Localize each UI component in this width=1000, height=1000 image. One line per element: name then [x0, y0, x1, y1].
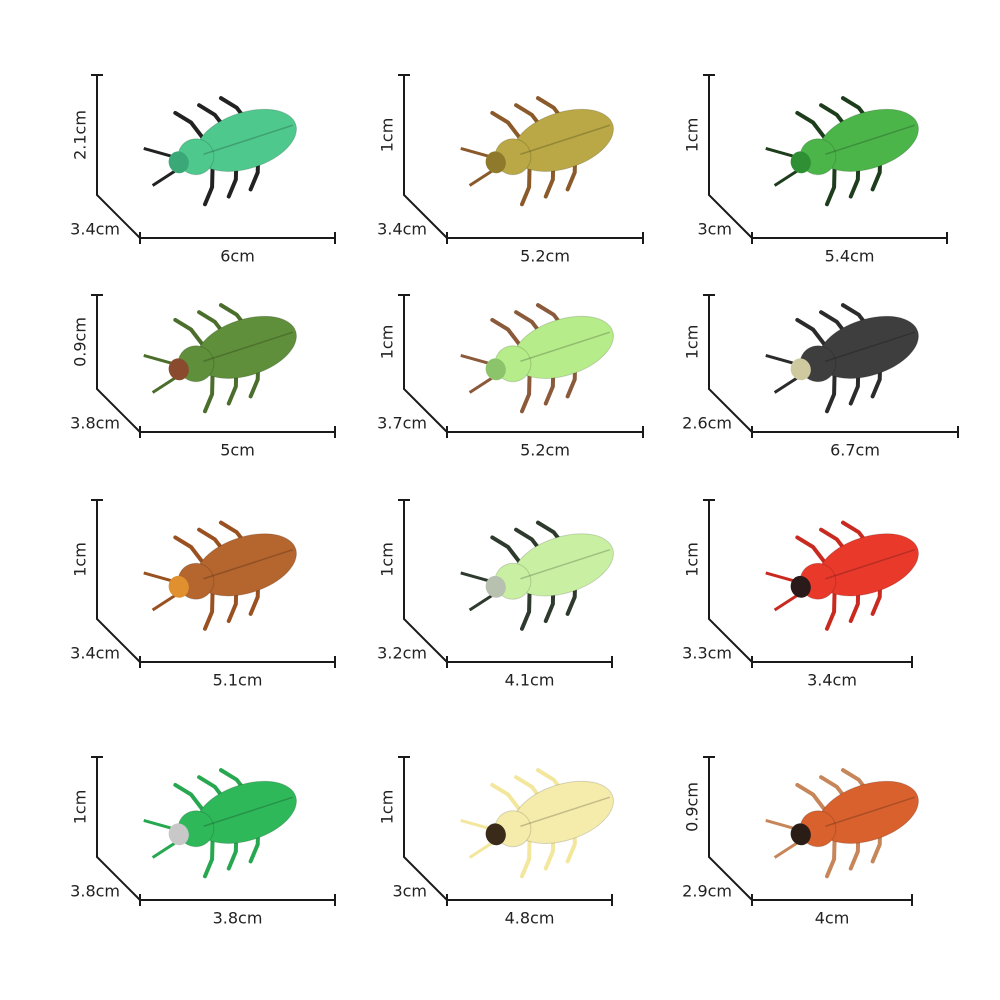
- depth-label: 3.4cm: [70, 644, 120, 663]
- beetle-seam: [520, 331, 611, 362]
- beetle: [460, 96, 614, 207]
- height-label: 1cm: [683, 118, 702, 153]
- width-label: 5.2cm: [520, 247, 570, 266]
- dimension-lines: [703, 74, 948, 244]
- height-label: 1cm: [378, 790, 397, 825]
- product-item: 1cm 3cm 5.4cm: [683, 74, 948, 266]
- dimension-lines: [91, 499, 336, 668]
- beetle-head: [168, 358, 189, 381]
- depth-label: 3.7cm: [377, 414, 427, 433]
- width-label: 5cm: [220, 441, 255, 460]
- beetle-head: [485, 358, 506, 381]
- depth-label: 3.4cm: [70, 220, 120, 239]
- dimension-lines: [91, 756, 336, 906]
- depth-label: 3.4cm: [377, 220, 427, 239]
- width-label: 5.1cm: [213, 671, 263, 690]
- width-label: 4.1cm: [505, 671, 555, 690]
- beetle: [143, 520, 297, 631]
- beetle: [143, 303, 297, 414]
- beetle-seam: [520, 549, 611, 580]
- beetle: [143, 96, 297, 207]
- height-label: 1cm: [683, 542, 702, 577]
- dimension-lines: [398, 294, 644, 438]
- dimension-lines: [91, 74, 336, 244]
- depth-label: 2.6cm: [682, 414, 732, 433]
- product-item: 1cm 3.7cm 5.2cm: [377, 294, 644, 460]
- width-label: 4cm: [815, 909, 850, 928]
- beetle-head: [485, 575, 506, 598]
- depth-label: 3.2cm: [377, 644, 427, 663]
- beetle: [765, 303, 919, 414]
- beetle: [143, 768, 297, 879]
- product-item: 1cm 3.8cm 3.8cm: [70, 756, 336, 928]
- width-label: 5.4cm: [825, 247, 875, 266]
- width-label: 4.8cm: [505, 909, 555, 928]
- beetle-head: [168, 823, 189, 846]
- height-label: 0.9cm: [71, 317, 90, 367]
- beetle-head: [790, 823, 811, 846]
- beetle-seam: [203, 124, 294, 155]
- beetle-seam: [825, 796, 916, 827]
- beetle-seam: [203, 796, 294, 827]
- width-label: 5.2cm: [520, 441, 570, 460]
- height-label: 1cm: [683, 325, 702, 360]
- beetle-seam: [520, 124, 611, 155]
- height-label: 1cm: [71, 790, 90, 825]
- beetle-seam: [203, 549, 294, 580]
- width-label: 6cm: [220, 247, 255, 266]
- beetle: [460, 303, 614, 414]
- beetle: [460, 520, 614, 631]
- dimension-lines: [398, 499, 613, 668]
- beetle-head: [485, 823, 506, 846]
- product-item: 0.9cm 2.9cm 4cm: [682, 756, 919, 928]
- beetle-seam: [825, 124, 916, 155]
- product-item: 1cm 3.4cm 5.2cm: [377, 74, 644, 266]
- beetle: [765, 768, 919, 879]
- height-label: 1cm: [378, 325, 397, 360]
- height-label: 0.9cm: [683, 782, 702, 832]
- depth-label: 3.3cm: [682, 644, 732, 663]
- depth-label: 3.8cm: [70, 882, 120, 901]
- dimension-lines: [703, 294, 959, 438]
- beetle: [460, 768, 614, 879]
- beetle-head: [168, 575, 189, 598]
- height-label: 1cm: [378, 118, 397, 153]
- width-label: 3.8cm: [213, 909, 263, 928]
- depth-label: 3cm: [697, 220, 732, 239]
- beetle-seam: [825, 549, 916, 580]
- beetle-seam: [520, 796, 611, 827]
- product-item: 2.1cm 3.4cm 6cm: [70, 74, 336, 266]
- dimension-lines: [91, 294, 336, 438]
- product-item: 1cm 3cm 4.8cm: [378, 756, 614, 928]
- beetle-seam: [825, 331, 916, 362]
- height-label: 1cm: [378, 542, 397, 577]
- product-item: 1cm 3.2cm 4.1cm: [377, 499, 614, 690]
- depth-label: 2.9cm: [682, 882, 732, 901]
- depth-label: 3.8cm: [70, 414, 120, 433]
- width-label: 3.4cm: [807, 671, 857, 690]
- height-label: 2.1cm: [71, 110, 90, 160]
- product-item: 1cm 2.6cm 6.7cm: [682, 294, 959, 460]
- dimension-lines: [398, 756, 613, 906]
- product-item: 0.9cm 3.8cm 5cm: [70, 294, 336, 460]
- width-label: 6.7cm: [830, 441, 880, 460]
- beetle-head: [790, 151, 811, 174]
- beetle: [765, 520, 919, 631]
- beetle-head: [790, 575, 811, 598]
- dimension-lines: [703, 756, 913, 906]
- product-item: 1cm 3.3cm 3.4cm: [682, 499, 919, 690]
- beetle: [765, 96, 919, 207]
- depth-label: 3cm: [392, 882, 427, 901]
- dimension-lines: [703, 499, 913, 668]
- beetle-head: [485, 151, 506, 174]
- beetle-seam: [203, 331, 294, 362]
- product-item: 1cm 3.4cm 5.1cm: [70, 499, 336, 690]
- beetle-head: [790, 358, 811, 381]
- height-label: 1cm: [71, 542, 90, 577]
- dimension-lines: [398, 74, 644, 244]
- beetle-head: [168, 151, 189, 174]
